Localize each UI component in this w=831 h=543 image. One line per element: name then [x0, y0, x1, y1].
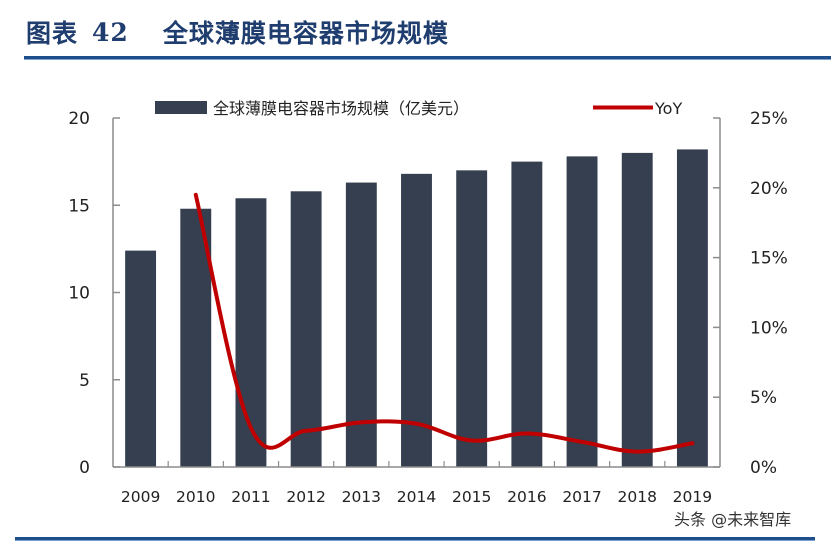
- bar-2019: [676, 149, 708, 467]
- bar-2018: [621, 152, 653, 467]
- figure-title: 图表 42 全球薄膜电容器市场规模: [26, 14, 449, 50]
- bar-2017: [566, 156, 598, 467]
- bar-2015: [456, 170, 488, 467]
- bar-2012: [290, 191, 322, 468]
- right-tick-label: 5%: [750, 388, 777, 408]
- bar-2009: [125, 250, 157, 467]
- watermark: 头条 @未来智库: [674, 510, 792, 529]
- right-tick-label: 15%: [750, 249, 788, 269]
- legend-bar-swatch: [155, 101, 207, 114]
- bar-series: [125, 149, 708, 468]
- figure-number: 42: [92, 17, 129, 47]
- x-tick-label: 2013: [342, 488, 381, 506]
- x-tick-label: 2011: [231, 488, 270, 506]
- x-tick-label: 2015: [452, 488, 491, 506]
- right-tick-label: 0%: [750, 458, 777, 478]
- x-tick-label: 2017: [562, 488, 601, 506]
- left-axis-labels: 0 5 10 15 20: [68, 109, 90, 478]
- bar-2016: [511, 161, 543, 467]
- yoy-line-series: [193, 192, 695, 454]
- x-tick-label: 2019: [673, 488, 712, 506]
- x-tick-label: 2016: [507, 488, 546, 506]
- left-tick-label: 10: [68, 284, 90, 304]
- left-tick-label: 5: [79, 371, 90, 391]
- x-tick-label: 2010: [176, 488, 215, 506]
- x-tick-label: 2009: [121, 488, 160, 506]
- x-tick-label: 2018: [618, 488, 657, 506]
- bar-2013: [345, 182, 377, 467]
- left-tick-label: 15: [68, 196, 90, 216]
- x-tick-label: 2012: [286, 488, 325, 506]
- x-axis-labels: 2009 2010 2011 2012 2013 2014 2015 2016 2017 2018…: [121, 488, 712, 506]
- figure-title-text: 全球薄膜电容器市场规模: [162, 19, 449, 48]
- bottom-rule: [15, 537, 815, 541]
- right-tick-label: 25%: [750, 109, 788, 129]
- bar-2011: [235, 198, 267, 467]
- bar-2014: [401, 173, 432, 467]
- top-rule: [24, 56, 831, 60]
- left-tick-label: 0: [79, 458, 90, 478]
- figure-label: 图表: [26, 19, 79, 48]
- right-axis-labels: 0% 5% 10% 15% 20% 25%: [750, 109, 788, 478]
- legend-line-label: YoY: [654, 99, 682, 118]
- axes: [112, 117, 721, 468]
- x-tick-label: 2014: [397, 488, 436, 506]
- legend-bar-label: 全球薄膜电容器市场规模（亿美元）: [213, 99, 469, 118]
- left-tick-label: 20: [68, 109, 90, 129]
- right-tick-label: 20%: [750, 179, 788, 199]
- right-tick-label: 10%: [750, 318, 788, 338]
- legend: 全球薄膜电容器市场规模（亿美元） YoY: [155, 99, 682, 118]
